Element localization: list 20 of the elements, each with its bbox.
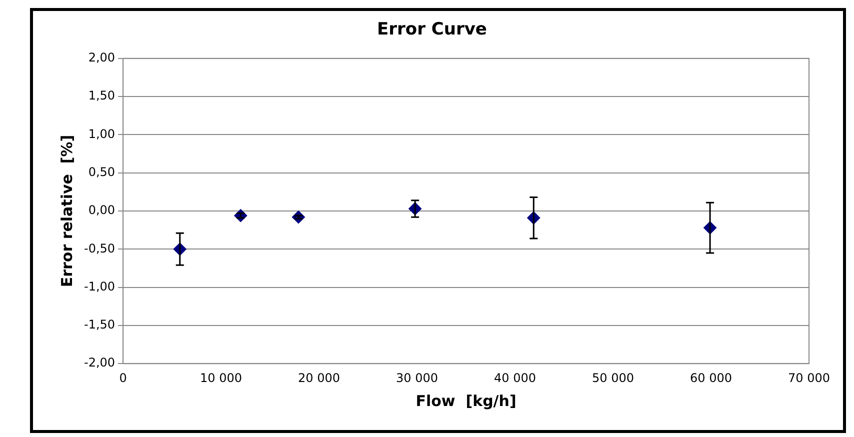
x-tick-label: 40 000: [494, 370, 536, 385]
x-tick-label: 10 000: [200, 370, 242, 385]
chart-title: Error Curve: [377, 20, 487, 40]
x-tick-label: 20 000: [298, 370, 340, 385]
x-axis-title: Flow [kg/h]: [416, 392, 516, 410]
y-tick-label: 0,50: [88, 164, 116, 179]
y-tick-label: 2,00: [88, 50, 116, 65]
y-tick-label: -1,50: [84, 318, 116, 332]
x-tick-label: 30 000: [396, 370, 438, 385]
y-tick-label: 1,50: [88, 88, 116, 103]
x-tick-label: 0: [119, 370, 127, 385]
x-tick-label: 50 000: [592, 370, 634, 385]
y-tick-label: 0,00: [88, 203, 116, 218]
y-axis-title: Error relative [%]: [58, 134, 76, 288]
x-tick-label: 60 000: [690, 370, 732, 385]
y-tick-label: 1,00: [88, 126, 116, 141]
y-tick-label: -1,00: [84, 279, 116, 294]
x-tick-label: 70 000: [788, 370, 830, 385]
y-tick-label: -0,50: [84, 241, 116, 256]
y-tick-label: -2,00: [84, 356, 116, 370]
